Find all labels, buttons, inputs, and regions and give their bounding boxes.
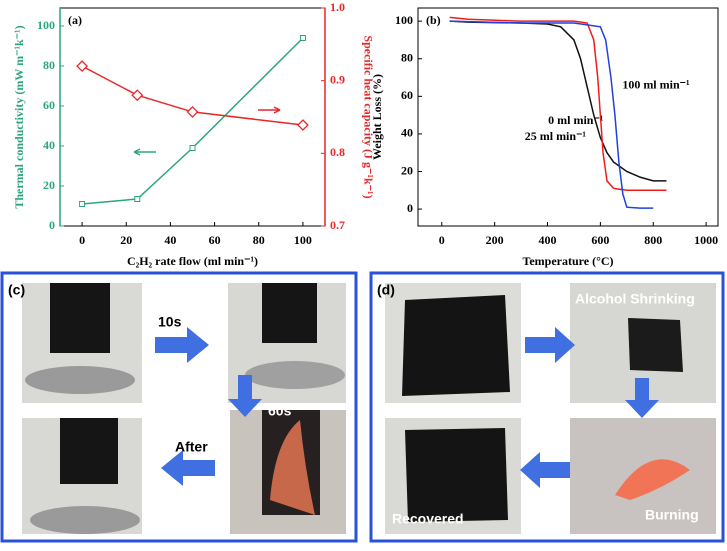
x-axis-label: C₂H₂ rate flow (ml min⁻¹) (127, 254, 258, 268)
y2-tick-label: 0.7 (330, 218, 345, 232)
point (189, 145, 196, 151)
panel-label: (c) (8, 282, 25, 298)
panel-c: (c) 10s 60s After (0, 271, 358, 543)
series-line (81, 65, 304, 126)
x-tick-label: 1000 (694, 233, 718, 247)
panel-d: (d) Alcohol Shrinking Burning Recovered (369, 271, 725, 543)
point (296, 119, 309, 131)
x-tick-label: 400 (539, 233, 557, 247)
series-label: 100 ml min⁻¹ (622, 77, 690, 91)
photo-flame (270, 420, 315, 515)
x-tick-label: 20 (120, 233, 132, 247)
photo-sample (50, 283, 110, 353)
photo-stand (245, 361, 345, 389)
step-label: Burning (645, 507, 699, 523)
y-tick-label: 100 (395, 13, 413, 27)
point (76, 60, 89, 73)
x-tick-label: 40 (164, 233, 176, 247)
series-label: 25 ml min⁻¹ (525, 129, 587, 143)
y-tick-label: 0 (407, 201, 413, 215)
photo-flame (615, 459, 690, 500)
y-tick-label: 100 (37, 18, 55, 32)
annotation-arrow (133, 148, 156, 156)
point (131, 89, 144, 102)
y-tick-label: 20 (43, 178, 55, 192)
y-tick-label: 20 (401, 163, 413, 177)
y2-tick-label: 0.8 (330, 145, 345, 159)
x-axis-label: Temperature (°C) (522, 254, 613, 268)
x-tick-label: 0 (439, 233, 445, 247)
arrow (625, 378, 659, 418)
y-tick-label: 80 (43, 58, 55, 72)
x-tick-label: 80 (253, 233, 265, 247)
arrow (161, 450, 215, 486)
photo-sample (402, 295, 510, 396)
y2-axis-label: Specific heat capacity (J g⁻¹k⁻¹) (361, 35, 375, 198)
x-tick-label: 200 (486, 233, 504, 247)
photo-sample (405, 428, 508, 522)
arrow (228, 375, 262, 417)
y-tick-label: 40 (43, 138, 55, 152)
x-tick-label: 60 (209, 233, 221, 247)
x-tick-label: 600 (591, 233, 609, 247)
panel-label: (b) (426, 13, 441, 27)
y-tick-label: 80 (401, 50, 413, 64)
arrow (520, 452, 570, 488)
point (134, 196, 141, 202)
series-line (82, 37, 304, 205)
y2-tick-label: 0.9 (330, 72, 345, 86)
point (186, 105, 199, 118)
point (299, 35, 306, 41)
y-axis-label: Thermal conductivity (mW m⁻¹k⁻¹) (12, 25, 26, 208)
arrow (525, 327, 575, 363)
step-label: After (175, 439, 208, 455)
step-label: 10s (158, 314, 182, 330)
panel-label: (d) (377, 282, 395, 298)
x-tick-label: 100 (294, 233, 312, 247)
photo-sample (60, 418, 118, 484)
photo-stand (30, 506, 140, 534)
plot-frame (417, 7, 719, 227)
series-line (449, 20, 654, 209)
step-label: 60s (268, 403, 292, 419)
photo-sample (628, 318, 683, 372)
photo-sample (262, 283, 317, 343)
series-label: 0 ml min⁻¹ (548, 113, 604, 127)
step-label: Alcohol Shrinking (575, 291, 695, 307)
panel-label: (a) (68, 13, 82, 27)
step-label: Recovered (392, 511, 464, 527)
series-line (449, 20, 667, 182)
series-line (449, 16, 667, 192)
x-tick-label: 0 (79, 233, 85, 247)
y-tick-label: 40 (401, 126, 413, 140)
photo-stand (25, 366, 135, 394)
arrow (155, 327, 209, 363)
y-tick-label: 60 (401, 88, 413, 102)
y-axis-label: Weight Loss (%) (370, 74, 384, 160)
point (79, 201, 86, 207)
y-tick-label: 60 (43, 98, 55, 112)
panel-frame (369, 271, 725, 543)
y2-tick-label: 1.0 (330, 0, 345, 14)
y-tick-label: 0 (49, 218, 55, 232)
panel-frame (0, 271, 358, 543)
x-tick-label: 800 (644, 233, 662, 247)
annotation-arrow (258, 106, 281, 114)
